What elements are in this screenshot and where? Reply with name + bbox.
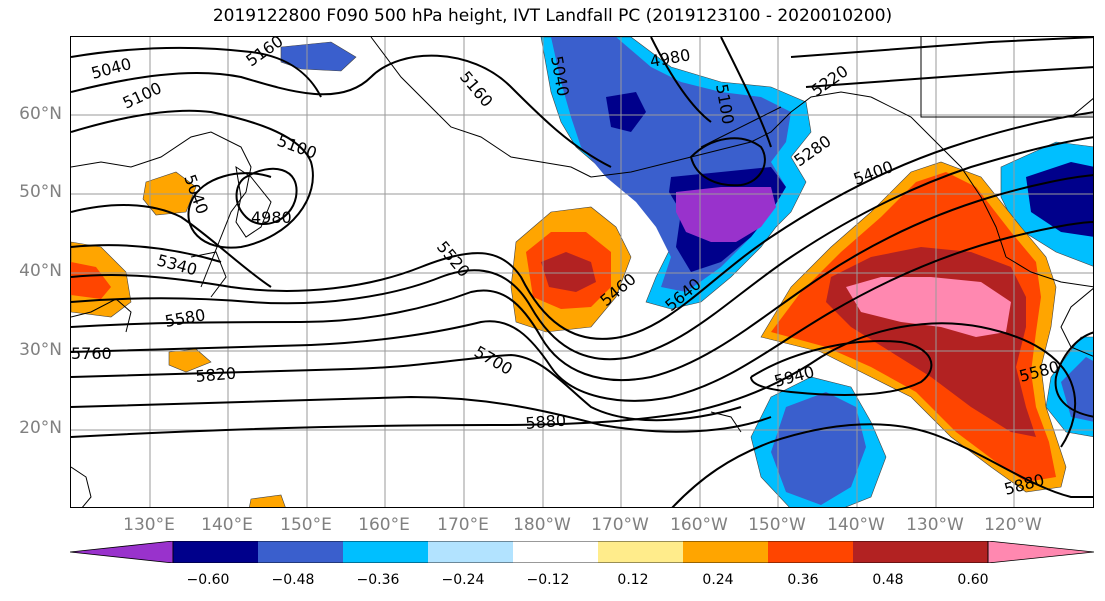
colorbar-segment (428, 541, 513, 563)
lon-label: 180°W (513, 515, 571, 535)
positive-anomaly-regions (71, 161, 1067, 507)
contour-label: 5160 (456, 67, 497, 110)
lon-label: 150°E (280, 515, 332, 535)
colorbar-tick: −0.48 (271, 572, 315, 588)
colorbar-segment (598, 541, 683, 563)
lon-label: 130°W (906, 515, 964, 535)
contour-label: 5520 (433, 237, 474, 280)
lon-label: 140°E (201, 515, 253, 535)
contour-label: 5100 (275, 131, 320, 163)
colorbar-tick: −0.36 (356, 572, 400, 588)
contour-label: 5220 (807, 61, 851, 100)
colorbar-segment (173, 541, 258, 563)
lon-label: 130°E (123, 515, 175, 535)
colorbar-tick: −0.12 (526, 572, 570, 588)
colorbar-tick: −0.60 (186, 572, 230, 588)
lon-label: 170°E (437, 515, 489, 535)
lat-label-60n: 60°N (19, 104, 62, 124)
negative-region-california-core (1061, 357, 1093, 422)
colorbar-tick: 0.24 (702, 572, 734, 588)
contour-label: 5160 (242, 37, 286, 70)
colorbar-tick: −0.24 (441, 572, 485, 588)
lat-label-20n: 20°N (19, 418, 62, 438)
contour-label: 5580 (163, 305, 206, 331)
colorbar-tick: 0.60 (957, 572, 989, 588)
contour-label: 5040 (89, 54, 133, 83)
colorbar-segment (683, 541, 768, 563)
contour-label: 5760 (71, 344, 112, 363)
positive-region-dateline-dark (541, 252, 596, 292)
colorbar-tick: 0.48 (872, 572, 904, 588)
colorbar-segment (258, 541, 343, 563)
negative-region-upper-left (280, 41, 357, 72)
lon-label: 170°W (591, 515, 649, 535)
map-canvas: 5040 5100 5160 5160 5040 4980 5100 5220 … (71, 37, 1093, 507)
contour-label: 5820 (195, 364, 237, 386)
colorbar-tick: 0.36 (787, 572, 819, 588)
colorbar-tick: 0.12 (617, 572, 649, 588)
contour-label: 5700 (471, 342, 516, 379)
colorbar (69, 540, 1095, 564)
lat-label-30n: 30°N (19, 340, 62, 360)
map-title: 2019122800 F090 500 hPa height, IVT Land… (212, 6, 893, 26)
colorbar-segment (853, 541, 938, 563)
lat-label-50n: 50°N (19, 182, 62, 202)
positive-region-japan-core (71, 262, 111, 299)
colorbar-segment (938, 541, 988, 563)
contour-label: 4980 (648, 45, 691, 71)
contour-label: 5880 (525, 411, 567, 433)
contour-label: 5400 (851, 157, 896, 189)
positive-region-northeast-pacific-max (846, 277, 1011, 337)
map-panel: 5040 5100 5160 5160 5040 4980 5100 5220 … (70, 36, 1094, 508)
lon-label: 150°W (748, 515, 806, 535)
colorbar-canvas (69, 540, 1095, 564)
positive-region-small-2 (249, 494, 286, 507)
graticule (71, 37, 1093, 507)
contour-label: 5100 (120, 78, 165, 112)
negative-region-canada-core (1026, 162, 1093, 237)
colorbar-segment (343, 541, 428, 563)
negative-region-bering-min (676, 187, 776, 242)
contour-label: 4980 (251, 208, 292, 227)
colorbar-extend-right (987, 540, 1095, 564)
positive-region-small-1 (168, 348, 212, 373)
colorbar-extend-left (69, 540, 174, 564)
lon-label: 140°W (827, 515, 885, 535)
lon-label: 160°W (670, 515, 728, 535)
height-contours (71, 37, 1093, 507)
lon-label: 120°W (984, 515, 1042, 535)
negative-anomaly-regions (280, 37, 1093, 507)
colorbar-segment (768, 541, 853, 563)
lat-label-40n: 40°N (19, 261, 62, 281)
negative-region-subtropical-core (771, 392, 866, 505)
colorbar-segment (513, 541, 598, 563)
lon-label: 160°E (358, 515, 410, 535)
